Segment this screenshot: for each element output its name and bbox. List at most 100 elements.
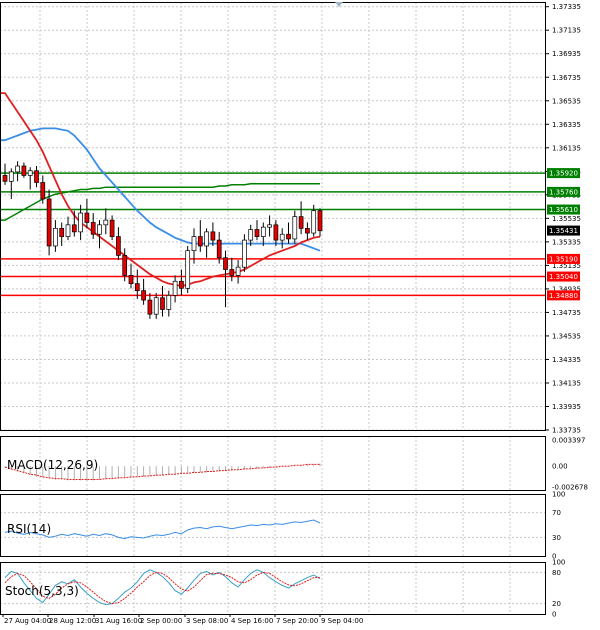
candle-body [97,224,102,235]
time-tick-label: 28 Aug 12:00 [49,617,96,625]
rsi-tick-label: 0 [552,553,556,561]
candle-body [311,210,317,234]
candle-body [8,171,14,182]
price-tick-label: 1.36535 [552,97,581,105]
level-badge-label: 1.35610 [549,206,578,214]
time-tick-label: 7 Sep 20:00 [276,617,318,625]
candle-body [78,212,83,233]
candle-body [153,297,159,315]
candle-body [147,299,153,315]
level-badge [547,271,580,282]
candle-body [160,297,165,310]
time-tick-label: 31 Aug 16:00 [95,617,142,625]
price-tick-label: 1.35135 [552,262,581,270]
candle-body [46,198,52,247]
candle-body [65,224,71,237]
candle-body [172,280,178,296]
candle-body [197,236,203,247]
candle-body [286,233,291,240]
macd-tick-label: -0.002678 [552,484,588,492]
moving-averages [0,92,321,287]
level-badge [547,290,580,301]
macd-label: MACD(12,26,9) [7,458,98,472]
price-tick-label: 1.36735 [552,74,581,82]
candle-body [40,182,46,200]
candle-body [141,290,146,301]
level-badge-label: 1.34880 [549,292,578,300]
price-tick-label: 1.34335 [552,356,581,364]
ma-blue-line [0,127,321,252]
pane-frame [0,562,546,615]
candle-body [191,236,197,252]
rsi-tick-label: 30 [552,534,561,542]
candle-body [210,231,216,241]
price-tick-label: 1.37335 [552,3,581,11]
time-tick-label: 4 Sep 16:00 [231,617,273,625]
level-badge [547,204,580,215]
time-tick-label: 27 Aug 04:00 [4,617,51,625]
level-badge [547,186,580,197]
level-badge [547,253,580,264]
price-tick-label: 1.36335 [552,121,581,129]
price-tick-label: 1.34135 [552,379,581,387]
ma-green-line [0,182,320,221]
time-tick-label: 9 Sep 04:00 [321,617,363,625]
pane-frame [0,494,546,557]
macd-tick-label: 0.00 [552,463,568,471]
candle-body [109,219,115,237]
price-tick-label: 1.34535 [552,332,581,340]
candle-body [216,239,222,259]
price-tick-label: 1.33935 [552,403,581,411]
candle-body [254,229,260,237]
candle-body [21,165,27,176]
candle-body [128,275,134,284]
candle-body [122,255,128,276]
candle-body [242,239,247,268]
price-tick-label: 1.36935 [552,50,581,58]
candle-body [223,257,228,270]
candle-body [185,250,191,289]
candle-body [166,295,172,310]
level-badge-label: 1.35190 [549,255,578,263]
candle-body [317,210,323,232]
candle-body [248,229,254,241]
stoch-signal-line [4,571,320,605]
candle-body [298,216,304,229]
candle-body [90,222,96,235]
pane-frame [0,436,546,491]
price-tick-label: 1.34735 [552,309,581,317]
level-badge-label: 1.35920 [549,170,578,178]
candle-body [84,212,90,223]
candle-body [267,224,272,228]
level-badge-label: 1.35760 [549,188,578,196]
level-badge [547,168,580,179]
indicator-panes [0,463,546,606]
candle-body [103,219,109,226]
pane-frame [0,2,546,431]
candle-body [292,216,298,240]
stoch-tick-label: 0 [552,611,556,619]
candle-body [235,266,241,276]
stoch-tick-label: 80 [552,569,561,577]
candle-body [116,236,121,256]
candle-body [204,231,209,247]
candle-body [260,226,266,237]
candle-body [34,170,39,183]
rsi-line [4,519,321,540]
stoch-tick-label: 20 [552,600,561,608]
candle-body [27,170,33,176]
rsi-tick-label: 70 [552,509,561,517]
macd-tick-label: 0.003397 [552,437,585,445]
candle-body [53,227,58,247]
current-price-label: 1.35431 [549,227,578,235]
candle-body [71,224,77,233]
time-tick-label: 2 Sep 00:00 [140,617,182,625]
stoch-label: Stoch(5,3,3) [5,584,79,598]
candle-body [134,283,140,292]
ma-red-line [0,92,321,287]
candle-body [15,165,20,173]
horizontal-levels [0,172,546,297]
candle-body [229,269,235,276]
